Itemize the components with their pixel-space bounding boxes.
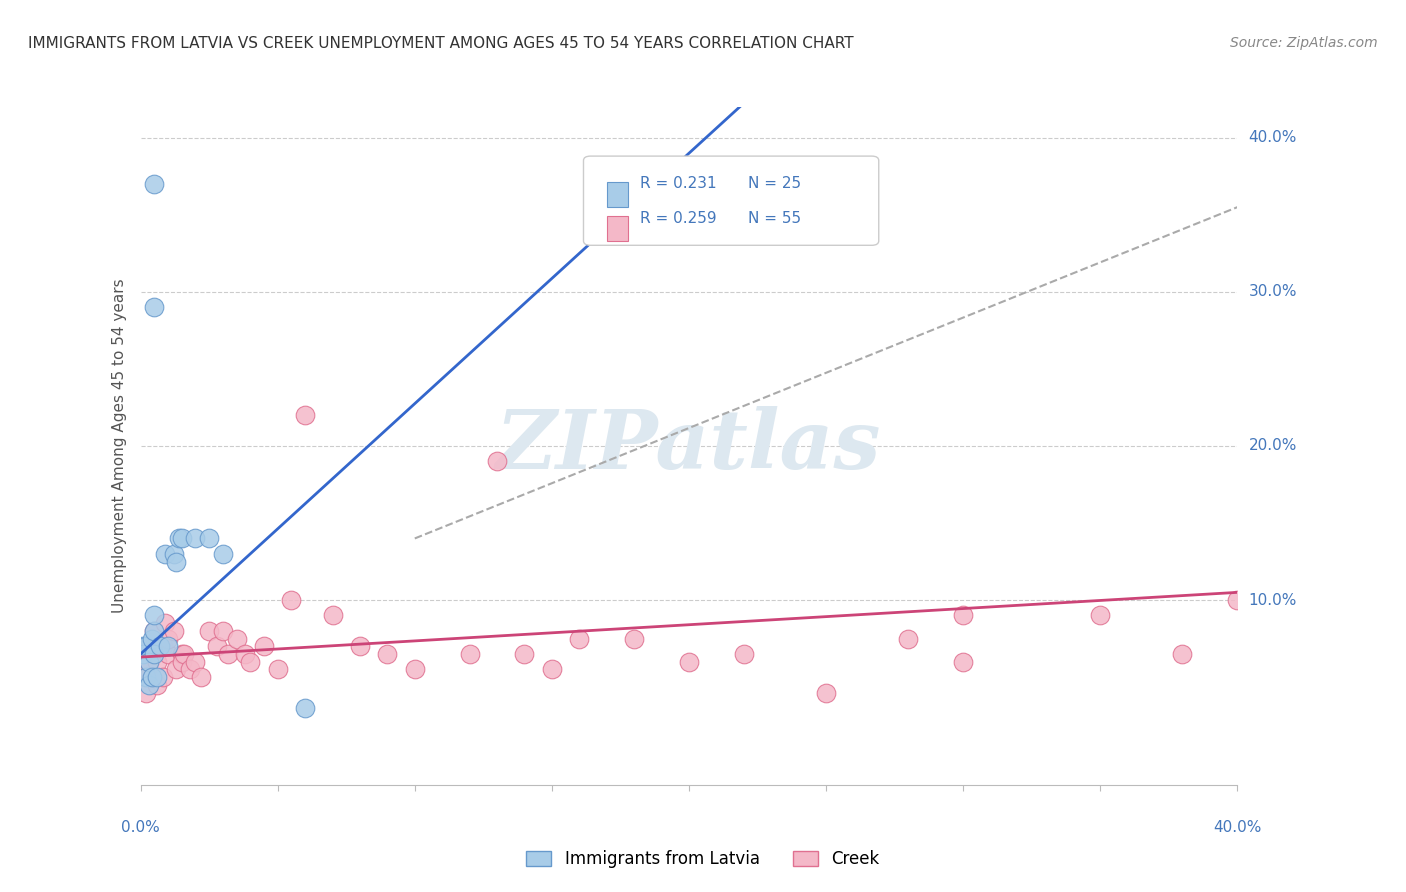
Creek xyxy=(540,662,562,676)
Creek xyxy=(138,640,160,654)
Immigrants from Latvia xyxy=(211,547,233,561)
Creek xyxy=(458,647,481,661)
Immigrants from Latvia xyxy=(143,177,166,191)
Creek xyxy=(179,662,201,676)
Immigrants from Latvia xyxy=(138,655,160,669)
Creek xyxy=(165,662,187,676)
Immigrants from Latvia xyxy=(143,647,166,661)
Creek xyxy=(211,624,233,638)
Creek xyxy=(1088,608,1111,623)
Creek xyxy=(135,670,157,684)
Creek xyxy=(146,678,169,692)
Creek xyxy=(225,632,247,646)
Creek xyxy=(280,593,302,607)
Text: 10.0%: 10.0% xyxy=(1249,592,1296,607)
Immigrants from Latvia xyxy=(143,301,166,315)
Text: 40.0%: 40.0% xyxy=(1213,820,1261,835)
Creek xyxy=(146,655,169,669)
Immigrants from Latvia xyxy=(167,532,190,546)
Creek xyxy=(678,655,700,669)
Text: ZIPatlas: ZIPatlas xyxy=(496,406,882,486)
Creek xyxy=(184,655,207,669)
Creek xyxy=(152,640,174,654)
Creek xyxy=(233,647,256,661)
Creek xyxy=(239,655,262,669)
Creek xyxy=(132,655,155,669)
Creek xyxy=(321,608,344,623)
Creek xyxy=(377,647,399,661)
Creek xyxy=(815,685,838,699)
Immigrants from Latvia xyxy=(141,632,163,646)
Immigrants from Latvia xyxy=(143,608,166,623)
Creek xyxy=(207,640,229,654)
Creek xyxy=(170,647,193,661)
Text: R = 0.231: R = 0.231 xyxy=(640,176,716,191)
Text: 30.0%: 30.0% xyxy=(1249,285,1296,300)
Creek xyxy=(253,640,276,654)
Text: N = 25: N = 25 xyxy=(748,176,801,191)
Creek xyxy=(217,647,239,661)
Creek xyxy=(198,624,221,638)
Creek xyxy=(486,454,509,468)
Creek xyxy=(162,624,184,638)
Creek xyxy=(294,408,316,422)
Creek xyxy=(141,670,163,684)
Creek xyxy=(623,632,645,646)
Creek xyxy=(149,640,172,654)
Immigrants from Latvia xyxy=(294,701,316,715)
Creek xyxy=(190,670,212,684)
Creek xyxy=(267,662,290,676)
Creek xyxy=(1281,662,1303,676)
Immigrants from Latvia xyxy=(149,640,172,654)
Creek xyxy=(952,608,974,623)
Y-axis label: Unemployment Among Ages 45 to 54 years: Unemployment Among Ages 45 to 54 years xyxy=(111,278,127,614)
Creek xyxy=(157,647,180,661)
Creek xyxy=(952,655,974,669)
Immigrants from Latvia xyxy=(198,532,221,546)
Creek xyxy=(155,616,177,631)
Creek xyxy=(349,640,371,654)
Immigrants from Latvia xyxy=(132,640,155,654)
Creek xyxy=(157,632,180,646)
Legend: Immigrants from Latvia, Creek: Immigrants from Latvia, Creek xyxy=(520,844,886,875)
Immigrants from Latvia xyxy=(162,547,184,561)
Text: R = 0.259: R = 0.259 xyxy=(640,211,716,226)
Creek xyxy=(1226,593,1249,607)
Creek xyxy=(173,647,195,661)
Text: 0.0%: 0.0% xyxy=(121,820,160,835)
Immigrants from Latvia xyxy=(155,547,177,561)
Creek xyxy=(568,632,591,646)
Text: Source: ZipAtlas.com: Source: ZipAtlas.com xyxy=(1230,36,1378,50)
Immigrants from Latvia xyxy=(146,670,169,684)
Text: 40.0%: 40.0% xyxy=(1249,130,1296,145)
Creek xyxy=(129,662,152,676)
Immigrants from Latvia xyxy=(170,532,193,546)
Immigrants from Latvia xyxy=(135,640,157,654)
Immigrants from Latvia xyxy=(165,555,187,569)
Creek xyxy=(513,647,536,661)
Creek xyxy=(404,662,426,676)
Text: N = 55: N = 55 xyxy=(748,211,801,226)
Creek xyxy=(897,632,920,646)
Creek xyxy=(135,685,157,699)
Immigrants from Latvia xyxy=(138,678,160,692)
Immigrants from Latvia xyxy=(157,640,180,654)
Immigrants from Latvia xyxy=(135,670,157,684)
Immigrants from Latvia xyxy=(184,532,207,546)
Creek xyxy=(143,624,166,638)
Creek xyxy=(1171,647,1194,661)
Text: 20.0%: 20.0% xyxy=(1249,439,1296,453)
Creek xyxy=(733,647,755,661)
Immigrants from Latvia xyxy=(132,647,155,661)
Immigrants from Latvia xyxy=(143,624,166,638)
Creek xyxy=(170,655,193,669)
Immigrants from Latvia xyxy=(141,670,163,684)
Creek xyxy=(138,655,160,669)
Text: IMMIGRANTS FROM LATVIA VS CREEK UNEMPLOYMENT AMONG AGES 45 TO 54 YEARS CORRELATI: IMMIGRANTS FROM LATVIA VS CREEK UNEMPLOY… xyxy=(28,36,853,51)
Creek xyxy=(152,670,174,684)
